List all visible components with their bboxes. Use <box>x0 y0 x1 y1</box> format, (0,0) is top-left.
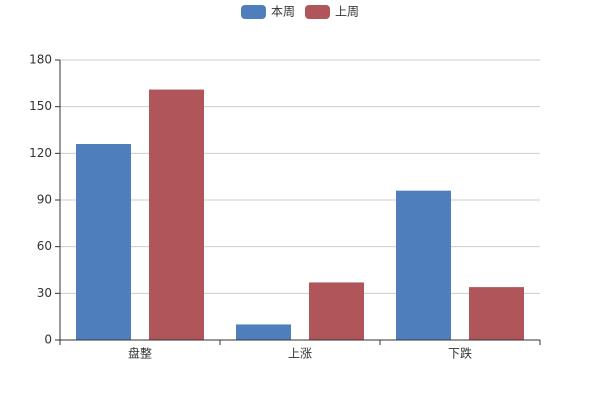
y-tick-label: 120 <box>29 146 52 160</box>
bar <box>236 324 291 340</box>
bar <box>469 287 524 340</box>
x-tick-label: 下跌 <box>448 346 472 361</box>
bar <box>76 144 131 340</box>
x-tick-label: 盘整 <box>128 346 152 361</box>
legend-icon <box>240 5 266 19</box>
bar <box>149 89 204 340</box>
y-tick-label: 0 <box>44 333 52 347</box>
y-tick-label: 90 <box>37 193 52 207</box>
y-tick-label: 150 <box>29 99 52 113</box>
y-tick-label: 180 <box>29 53 52 67</box>
bar <box>309 282 364 340</box>
y-tick-label: 60 <box>37 239 52 253</box>
y-tick-label: 30 <box>37 286 52 300</box>
x-tick-label: 上涨 <box>288 346 312 361</box>
legend-label: 上周 <box>335 5 359 19</box>
bar <box>396 190 451 340</box>
legend-label: 本周 <box>271 5 295 19</box>
legend-icon <box>305 5 330 19</box>
